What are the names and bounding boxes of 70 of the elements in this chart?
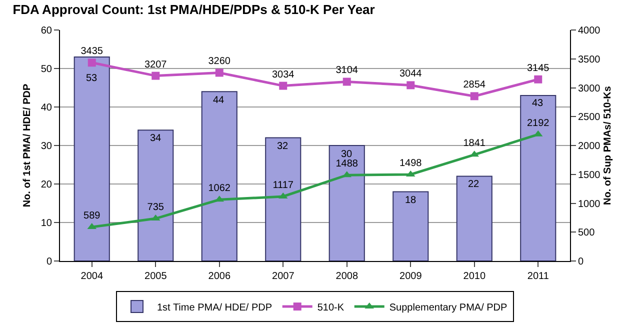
data-label: 3104 (336, 65, 358, 76)
legend-label: Supplementary PMA/ PDP (389, 302, 508, 314)
y2-tick-label: 1500 (578, 170, 601, 181)
data-label: 3260 (208, 56, 231, 68)
data-label: 30 (341, 149, 353, 160)
point (279, 82, 288, 90)
y2-tick-label: 3000 (578, 83, 601, 94)
data-label: 3207 (144, 59, 168, 70)
point (152, 72, 160, 80)
x-tick-label: 2006 (208, 271, 231, 282)
legend-label: 510-K (317, 302, 344, 314)
x-tick-label: 2010 (463, 271, 486, 282)
x-tick-label: 2007 (272, 271, 295, 282)
y-tick-label: 20 (40, 180, 52, 190)
y-tick-label: 40 (40, 102, 52, 114)
data-label: 43 (532, 98, 544, 109)
y2-tick-label: 0 (578, 256, 584, 268)
bar (520, 94, 556, 261)
data-label: 32 (277, 141, 289, 152)
bar (392, 191, 429, 261)
data-label: 1062 (208, 183, 231, 194)
data-label: 3034 (272, 69, 295, 80)
x-tick-label: 2009 (400, 271, 422, 282)
y-tick-label: 30 (40, 141, 52, 152)
bar (328, 145, 365, 261)
data-label: 3145 (527, 62, 550, 74)
data-label: 735 (147, 202, 164, 214)
y2-tick-label: 2500 (578, 112, 601, 124)
y-tick-label: 50 (40, 64, 52, 75)
y2-tick-label: 500 (578, 228, 596, 239)
y2-tick-label: 4000 (578, 26, 601, 36)
x-tick-label: 2004 (80, 271, 104, 282)
y-axis-title: No. of 1st PMA/ HDE/ PDP (22, 84, 33, 208)
y-tick-label: 0 (46, 256, 52, 268)
x-tick-label: 2011 (527, 271, 550, 282)
data-label: 1498 (400, 158, 422, 169)
data-label: 22 (468, 179, 480, 190)
x-tick-label: 2008 (336, 271, 358, 282)
bar (456, 176, 492, 261)
x-tick-label: 2005 (144, 271, 168, 282)
data-label: 44 (213, 95, 225, 106)
point (88, 58, 96, 67)
point (406, 81, 415, 90)
y-tick-label: 10 (40, 218, 52, 229)
data-label: 18 (405, 195, 417, 206)
data-label: 589 (84, 210, 101, 222)
data-label: 1117 (272, 180, 294, 191)
y2-axis-title: No. of Sup PMAs/ 510-Ks (602, 86, 614, 205)
data-label: 3044 (400, 68, 422, 80)
data-label: 2854 (463, 80, 486, 91)
y2-tick-label: 1000 (578, 198, 601, 210)
data-label: 1488 (336, 158, 358, 170)
bar (201, 91, 238, 261)
bar (138, 130, 174, 261)
data-label: 3435 (80, 46, 104, 58)
point (470, 92, 478, 100)
point (215, 68, 224, 77)
bar (265, 137, 302, 261)
point (534, 75, 542, 84)
y2-tick-label: 3500 (578, 54, 601, 66)
point (342, 78, 351, 86)
data-label: 34 (150, 133, 162, 144)
data-label: 2192 (527, 118, 550, 129)
data-label: 53 (86, 73, 98, 84)
y-tick-label: 60 (40, 26, 52, 36)
data-label: 1841 (463, 138, 486, 150)
y2-tick-label: 2000 (578, 141, 601, 152)
legend-label: 1st Time PMA/ HDE/ PDP (157, 302, 272, 314)
chart-title: FDA Approval Count: 1st PMA/HDE/PDPs & 510-K Per Year (12, 2, 375, 18)
bar (74, 56, 110, 261)
